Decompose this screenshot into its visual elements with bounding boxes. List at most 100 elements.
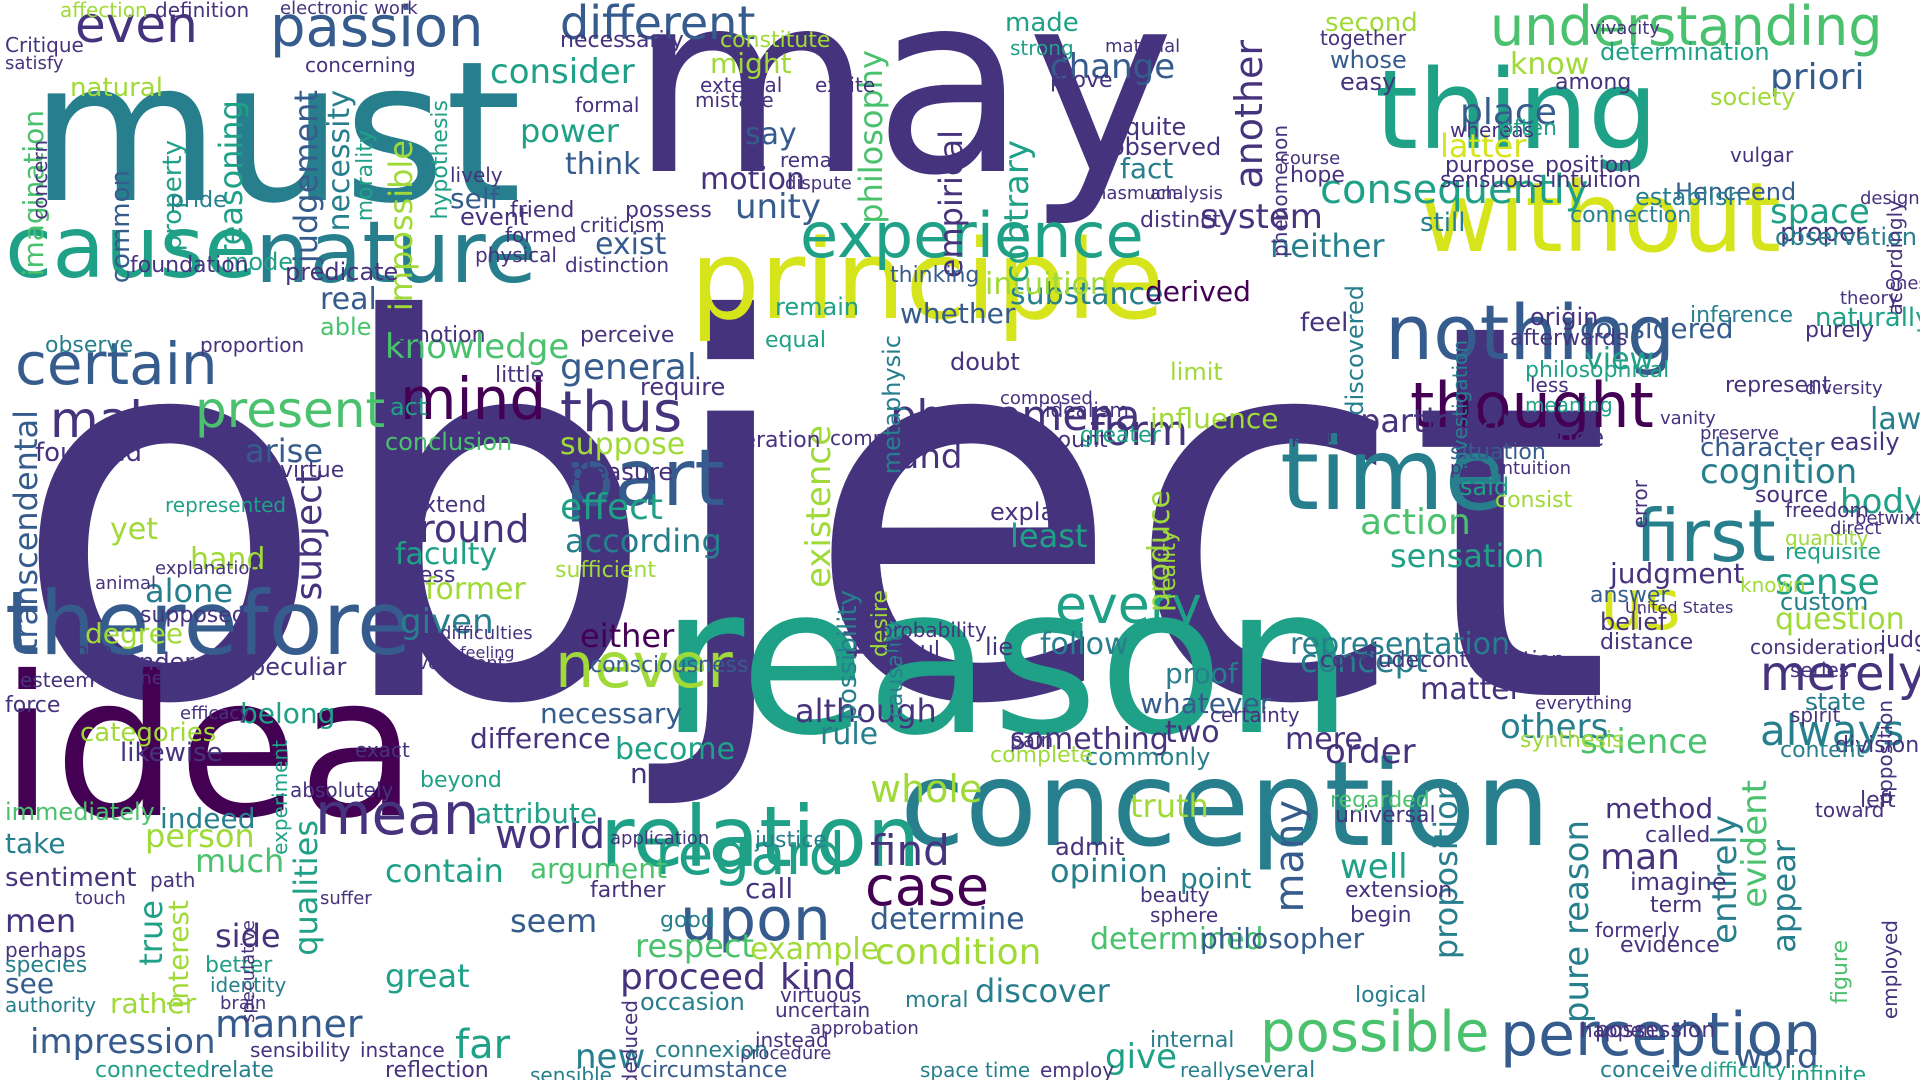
word-particular: particular bbox=[1360, 402, 1515, 440]
word-qualities: qualities bbox=[287, 820, 325, 956]
word-give: give bbox=[1105, 1037, 1178, 1077]
word-mistake: mistake bbox=[695, 88, 774, 112]
word-yet: yet bbox=[110, 512, 158, 547]
word-electronic-work: electronic work bbox=[280, 0, 418, 19]
word-hand: hand bbox=[190, 542, 266, 577]
word-friend: friend bbox=[510, 198, 575, 223]
word-may: may bbox=[630, 0, 1175, 230]
word-touch: touch bbox=[75, 888, 126, 909]
word-object: object bbox=[10, 212, 1613, 818]
word-example: example bbox=[750, 932, 880, 967]
word-distance: distance bbox=[1600, 630, 1694, 655]
word-procedure: procedure bbox=[740, 1043, 832, 1064]
word-something: something bbox=[1010, 722, 1169, 757]
word-pure-reason: pure reason bbox=[1557, 820, 1597, 1024]
word-former: former bbox=[425, 572, 526, 607]
word-space: space bbox=[1770, 192, 1870, 232]
word-follow: follow bbox=[1040, 627, 1129, 662]
word-distinction: distinction bbox=[565, 253, 670, 277]
word-reason: reason bbox=[660, 543, 1354, 781]
word-sense: sense bbox=[1775, 562, 1880, 603]
word-case: case bbox=[865, 855, 990, 918]
word-morality: morality bbox=[353, 130, 378, 222]
word-subject: subject bbox=[289, 470, 330, 601]
word-government: government bbox=[395, 653, 505, 674]
word-take: take bbox=[5, 827, 66, 860]
word-sensible: sensible bbox=[530, 1063, 612, 1080]
word-justice: justice bbox=[755, 828, 827, 853]
word-affection: affection bbox=[60, 0, 148, 22]
word-naturally: naturally bbox=[1815, 303, 1920, 333]
word-exact: exact bbox=[355, 738, 410, 762]
word-philosophical: philosophical bbox=[1525, 358, 1670, 383]
word-whole: whole bbox=[870, 767, 983, 811]
word-external: external bbox=[700, 73, 783, 97]
word-transcendental: transcendental bbox=[7, 410, 45, 652]
word-equal: equal bbox=[765, 328, 827, 353]
word-metaphysic: metaphysic bbox=[878, 335, 906, 475]
word-brain: brain bbox=[220, 993, 267, 1014]
word-think: think bbox=[565, 147, 641, 182]
word-event: event bbox=[460, 203, 529, 231]
word-might: might bbox=[710, 47, 792, 80]
word-vivacity: vivacity bbox=[1590, 18, 1660, 39]
word-application: application bbox=[610, 828, 710, 849]
word-hope: hope bbox=[1290, 163, 1345, 188]
word-foundation: foundation bbox=[130, 253, 249, 278]
word-lie: lie bbox=[985, 633, 1014, 661]
word-limit: limit bbox=[1170, 358, 1223, 386]
word-quite: quite bbox=[1125, 113, 1187, 141]
word-really: really bbox=[1180, 1058, 1236, 1080]
word-remark: remark bbox=[780, 148, 852, 172]
word-discover: discover bbox=[975, 972, 1110, 1010]
word-logical: logical bbox=[1355, 983, 1427, 1008]
word-whether: whether bbox=[900, 297, 1016, 330]
word-degree: degree bbox=[85, 617, 184, 650]
word-point: point bbox=[1180, 862, 1252, 895]
word-either: either bbox=[580, 617, 675, 655]
word-conception: conception bbox=[900, 735, 1551, 873]
word-general: general bbox=[560, 347, 697, 388]
word-position: position bbox=[1545, 153, 1633, 178]
word-relation: relation bbox=[600, 788, 921, 886]
word-argument: argument bbox=[530, 852, 667, 885]
word-complete: complete bbox=[990, 743, 1093, 768]
word-although: although bbox=[795, 692, 937, 730]
word-representation: representation bbox=[1290, 627, 1511, 662]
word-known: known bbox=[1740, 573, 1806, 597]
word-immediately: immediately bbox=[5, 798, 155, 826]
word-know: know bbox=[1510, 47, 1590, 82]
word-science: science bbox=[1580, 722, 1708, 762]
word-absolutely: absolutely bbox=[290, 778, 394, 802]
word-body: body bbox=[1840, 482, 1920, 522]
word-error: error bbox=[1628, 480, 1652, 529]
word-whereas: whereas bbox=[1450, 118, 1535, 142]
word-discovered: discovered bbox=[1341, 285, 1369, 416]
word-diversity: diversity bbox=[1805, 378, 1883, 399]
word-view: view bbox=[1585, 342, 1655, 377]
word-necessarily: necessarily bbox=[560, 28, 684, 53]
word-formerly: formerly bbox=[1595, 918, 1680, 942]
word-deduced: deduced bbox=[618, 1000, 642, 1080]
word-make: make bbox=[50, 391, 188, 449]
word-explain: explain bbox=[990, 498, 1078, 526]
word-begin: begin bbox=[1350, 903, 1412, 928]
word-quantity: quantity bbox=[1785, 526, 1869, 550]
word-dispute: dispute bbox=[785, 173, 852, 194]
word-merely: merely bbox=[1760, 646, 1920, 702]
word-intuition: intuition bbox=[985, 267, 1109, 302]
word-notion: notion bbox=[630, 757, 719, 790]
word-reasoning: reasoning bbox=[212, 100, 250, 258]
word-considered: considered bbox=[1580, 312, 1734, 345]
word-uncertain: uncertain bbox=[775, 998, 871, 1022]
word-even: even bbox=[75, 0, 198, 54]
word-pain: pain bbox=[1010, 728, 1054, 752]
word-self: self bbox=[450, 182, 500, 215]
word-regarded: regarded bbox=[1330, 788, 1430, 813]
word-necessary: necessary bbox=[540, 697, 683, 730]
word-freedom: freedom bbox=[1785, 498, 1869, 522]
word-become: become bbox=[615, 732, 736, 767]
word-man: man bbox=[1600, 837, 1680, 878]
word-require: require bbox=[640, 373, 726, 401]
word-substance: substance bbox=[1010, 277, 1164, 312]
